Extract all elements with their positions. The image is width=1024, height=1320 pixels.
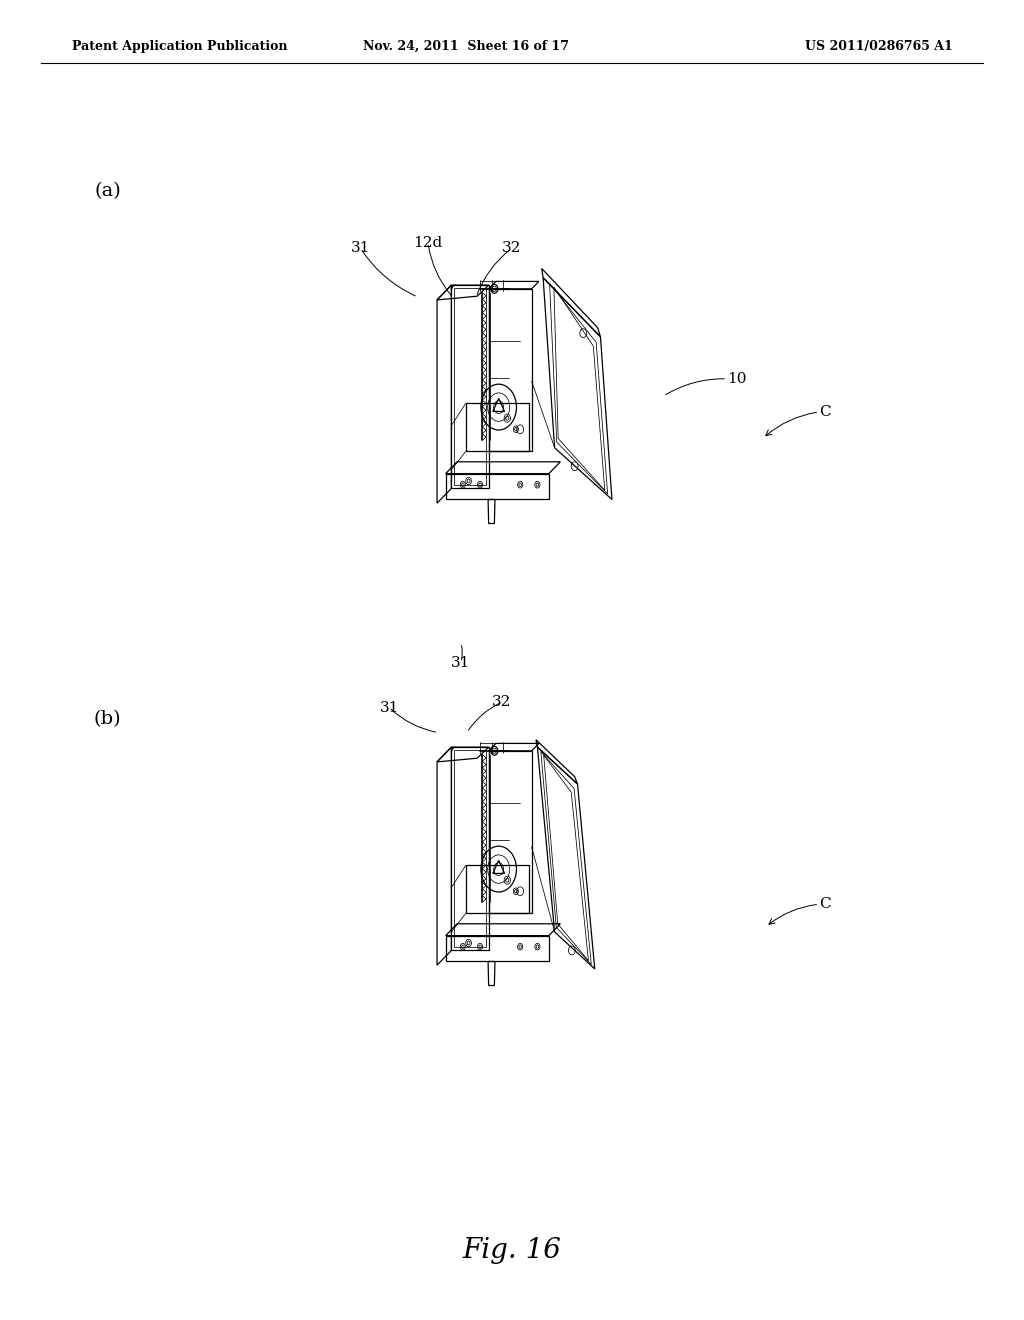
Text: (a): (a) <box>94 182 121 201</box>
Text: C: C <box>819 898 830 911</box>
Text: 31: 31 <box>380 701 398 714</box>
Text: Patent Application Publication: Patent Application Publication <box>72 40 287 53</box>
Text: Fig. 16: Fig. 16 <box>463 1237 561 1263</box>
Text: 31: 31 <box>351 242 370 255</box>
Text: (b): (b) <box>94 710 121 729</box>
Text: 10: 10 <box>727 372 746 385</box>
Text: US 2011/0286765 A1: US 2011/0286765 A1 <box>805 40 952 53</box>
Text: 32: 32 <box>503 242 521 255</box>
Text: 32: 32 <box>493 696 511 709</box>
Text: C: C <box>819 405 830 418</box>
Text: Nov. 24, 2011  Sheet 16 of 17: Nov. 24, 2011 Sheet 16 of 17 <box>362 40 569 53</box>
Text: 31: 31 <box>452 656 470 669</box>
Text: 12d: 12d <box>414 236 442 249</box>
